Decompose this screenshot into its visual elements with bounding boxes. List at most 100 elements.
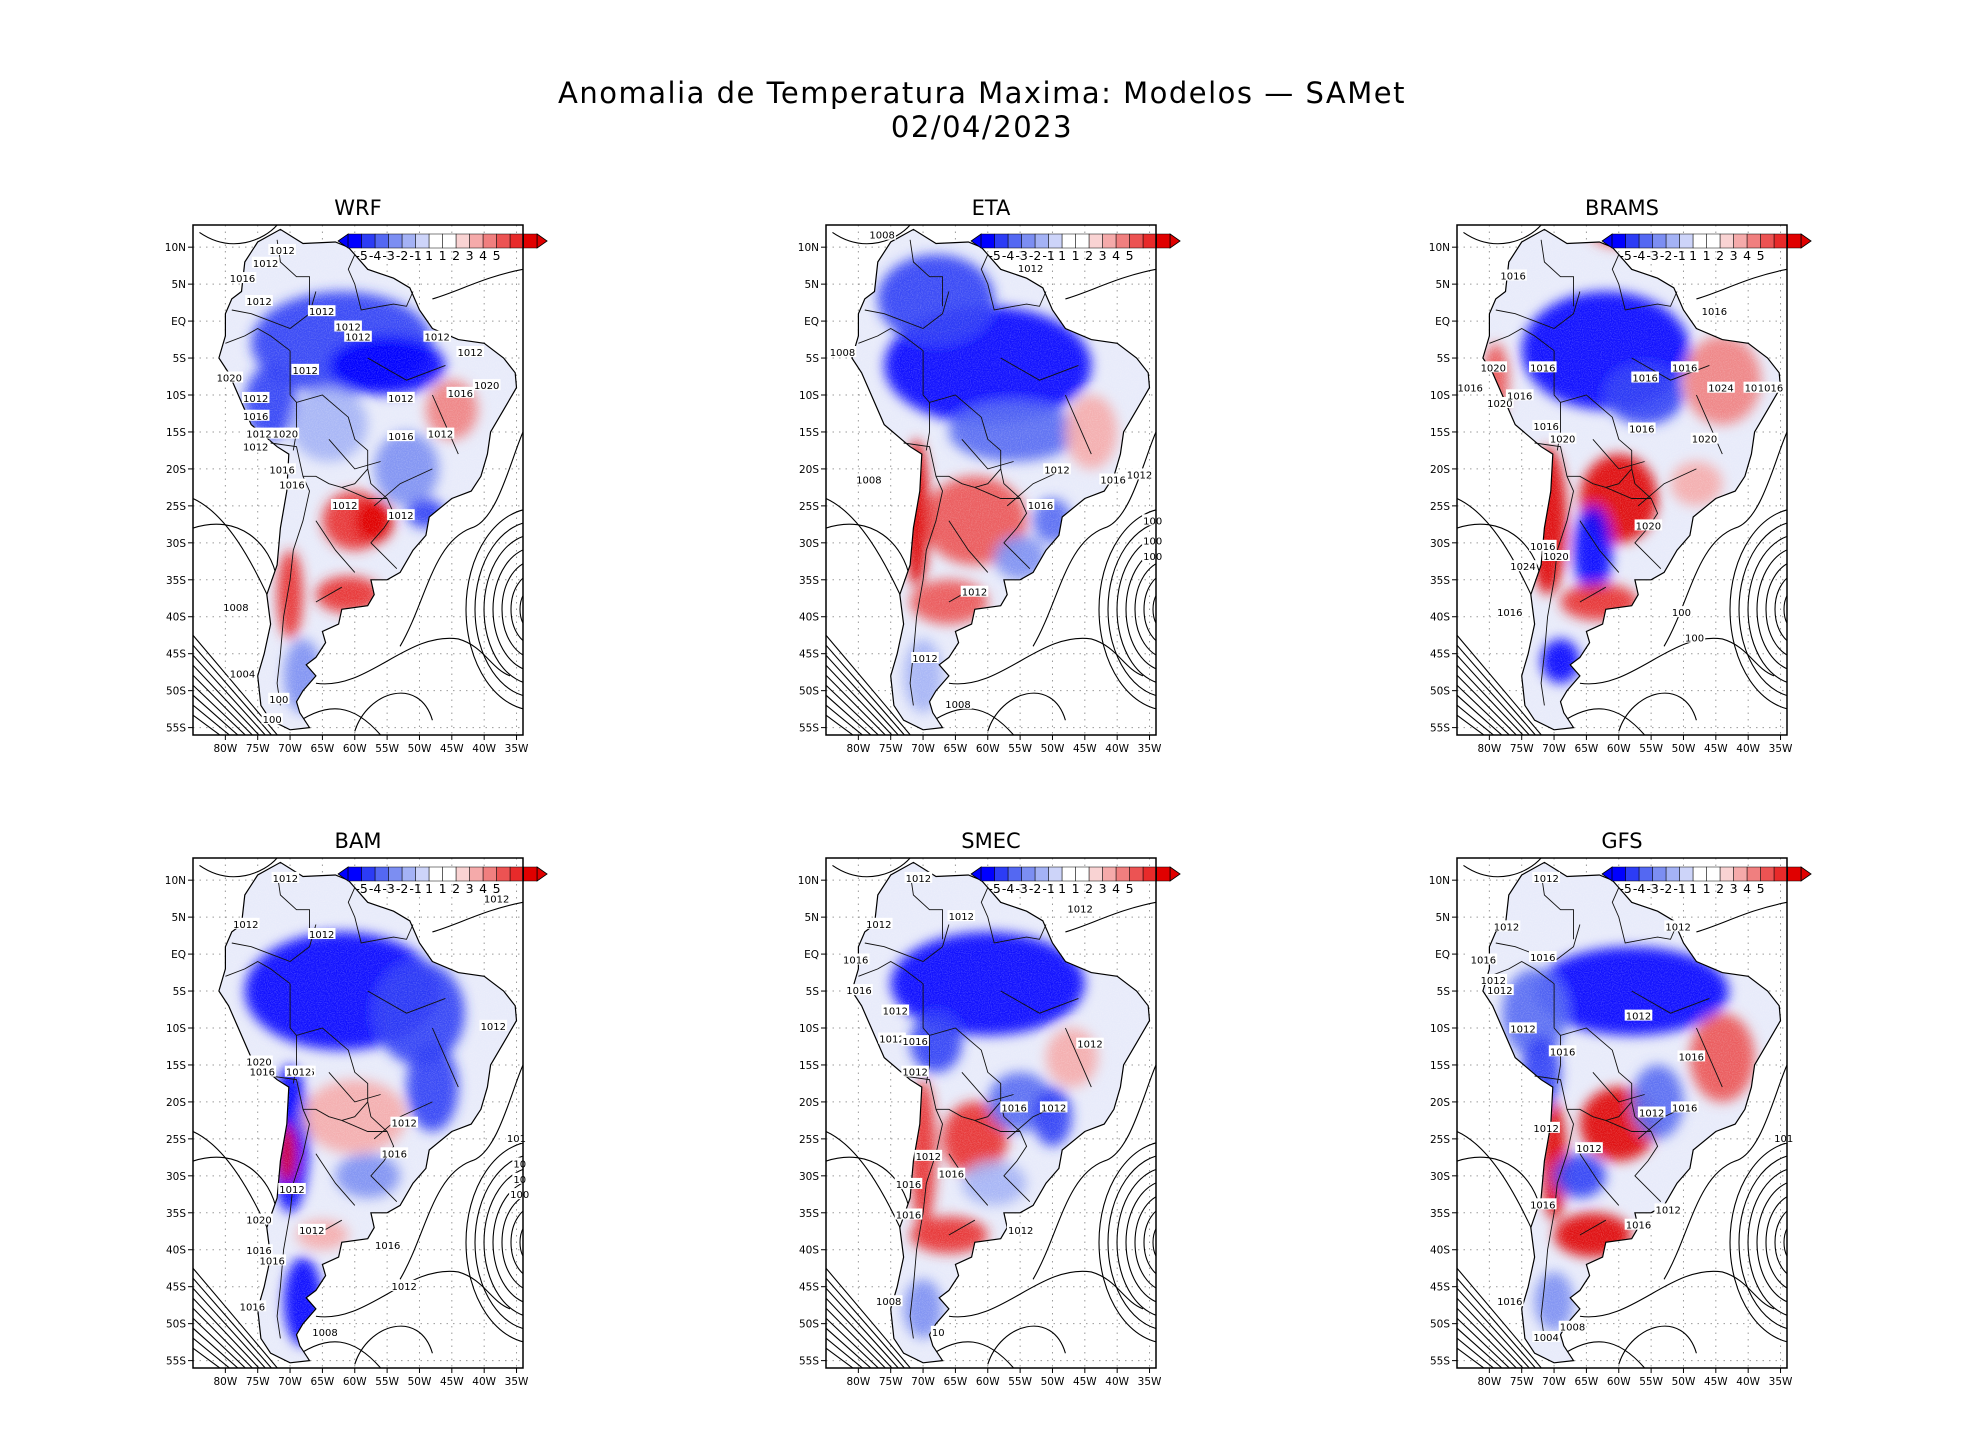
colorbar-label: 2 bbox=[1716, 248, 1724, 263]
colorbar-swatch bbox=[1746, 866, 1761, 882]
colorbar-swatch bbox=[509, 233, 524, 249]
svg-text:1012: 1012 bbox=[388, 511, 413, 522]
lon-tick-label: 45W bbox=[1073, 743, 1097, 755]
svg-text:1012: 1012 bbox=[916, 1152, 941, 1163]
svg-text:10: 10 bbox=[932, 1328, 945, 1339]
isobar-label: 1020 bbox=[245, 1213, 273, 1227]
isobar-label: 1020 bbox=[215, 371, 244, 385]
lat-tick-label: 30S bbox=[799, 538, 819, 550]
isobar-label: 1012 bbox=[960, 585, 989, 599]
map-frame bbox=[192, 857, 524, 1369]
lon-tick-label: 75W bbox=[1510, 1376, 1534, 1388]
map-panel-brams: 1016101610201016101610161016102410201016… bbox=[1429, 224, 1812, 755]
svg-text:1012: 1012 bbox=[912, 654, 937, 665]
lat-tick-label: 25S bbox=[166, 1134, 186, 1146]
colorbar-swatch bbox=[1142, 866, 1157, 882]
svg-text:1008: 1008 bbox=[223, 603, 248, 614]
colorbar-label: -4 bbox=[1002, 881, 1015, 896]
lon-tick-label: 60W bbox=[343, 1376, 367, 1388]
isobar-label: 1012 bbox=[307, 928, 336, 941]
svg-text:1016: 1016 bbox=[1672, 363, 1697, 374]
isobar-label: 1012 bbox=[1492, 920, 1521, 933]
colorbar-swatch bbox=[469, 866, 484, 882]
colorbar-label: 1 bbox=[1703, 248, 1711, 263]
lat-tick-label: 5N bbox=[171, 912, 186, 924]
lon-tick-label: 80W bbox=[846, 1376, 870, 1388]
svg-text:1012: 1012 bbox=[345, 333, 370, 344]
colorbar-swatch bbox=[1706, 233, 1721, 249]
lon-tick-label: 40W bbox=[1105, 743, 1129, 755]
isobar-label: 1008 bbox=[222, 601, 250, 614]
svg-text:1016: 1016 bbox=[269, 465, 294, 476]
colorbar-swatch bbox=[482, 233, 497, 249]
lat-tick-label: 15S bbox=[1430, 427, 1450, 439]
svg-text:1012: 1012 bbox=[1077, 1040, 1102, 1051]
isobar-label: 100 bbox=[1142, 550, 1164, 563]
lon-tick-label: 35W bbox=[1769, 743, 1793, 755]
colorbar-swatch bbox=[1773, 866, 1788, 882]
svg-text:1016: 1016 bbox=[279, 481, 304, 492]
colorbar-label: 2 bbox=[452, 248, 460, 263]
isobar-labels: 1012101210121012101610161012101210161012… bbox=[841, 871, 1104, 1339]
svg-text:1012: 1012 bbox=[286, 1068, 311, 1079]
isobar-label: 10 bbox=[930, 1325, 946, 1339]
colorbar-label: 1 bbox=[1689, 881, 1697, 896]
lat-tick-label: 55S bbox=[1430, 723, 1450, 735]
isobar-label: 1012 bbox=[1654, 1203, 1682, 1216]
svg-text:1016: 1016 bbox=[1679, 1052, 1704, 1063]
colorbar-label: 1 bbox=[439, 881, 447, 896]
lat-tick-label: 35S bbox=[166, 1208, 186, 1220]
lon-tick-label: 75W bbox=[879, 743, 903, 755]
lat-tick-label: 5N bbox=[804, 912, 819, 924]
svg-text:1016: 1016 bbox=[896, 1180, 921, 1191]
svg-text:1012: 1012 bbox=[1127, 470, 1152, 481]
isobar-label: 1016 bbox=[245, 1244, 273, 1257]
colorbar-label: 1 bbox=[1072, 248, 1080, 263]
lat-tick-label: 20S bbox=[799, 464, 819, 476]
colorbar-arrow-high bbox=[536, 233, 548, 249]
isobar-label: 1012 bbox=[1624, 1009, 1653, 1023]
isobar-label: 1012 bbox=[1043, 463, 1071, 476]
svg-text:1020: 1020 bbox=[1692, 435, 1717, 446]
panel-title-smec: SMEC bbox=[961, 829, 1021, 853]
colorbar-label: -1 bbox=[409, 881, 421, 896]
isobar-label: 1016 bbox=[248, 1065, 277, 1079]
lat-tick-label: EQ bbox=[171, 949, 186, 961]
lat-tick-label: 50S bbox=[166, 686, 186, 698]
svg-text:100: 100 bbox=[269, 695, 288, 706]
lat-tick-label: 25S bbox=[1430, 1134, 1450, 1146]
isobar-label: 1012 bbox=[1637, 1106, 1666, 1120]
isobar-label: 1016 bbox=[446, 386, 475, 400]
lat-tick-label: 35S bbox=[799, 575, 819, 587]
lon-tick-label: 70W bbox=[911, 743, 935, 755]
lat-tick-label: 15S bbox=[1430, 1060, 1450, 1072]
isobar-label: 1008 bbox=[1558, 1320, 1587, 1334]
colorbar-label: -5 bbox=[988, 248, 1000, 263]
axes: 10N 5N EQ 5S 10S 15S 20S 25S 30S 35S 40S 45S 50S 55S 8… bbox=[798, 875, 1162, 1388]
colorbar-arrow-high bbox=[1800, 233, 1812, 249]
colorbar-label: 5 bbox=[1757, 248, 1765, 263]
isobar-label: 1012 bbox=[1479, 973, 1508, 987]
colorbar-swatch bbox=[1115, 866, 1130, 882]
colorbar-swatch bbox=[1692, 866, 1707, 882]
lon-tick-label: 70W bbox=[278, 743, 302, 755]
isobar-label: 1016 bbox=[894, 1208, 923, 1222]
svg-text:1016: 1016 bbox=[1702, 307, 1727, 318]
svg-text:1012: 1012 bbox=[1067, 905, 1092, 916]
isobar-label: 1012 bbox=[387, 391, 415, 405]
svg-text:1016: 1016 bbox=[240, 1302, 265, 1313]
colorbar-label: -3 bbox=[382, 881, 394, 896]
isobar-label: 1012 bbox=[426, 427, 455, 441]
svg-text:1016: 1016 bbox=[382, 1149, 407, 1160]
lon-tick-label: 65W bbox=[944, 1376, 968, 1388]
lat-tick-label: 25S bbox=[799, 501, 819, 513]
isobar-label: 1008 bbox=[868, 228, 896, 242]
svg-text:1012: 1012 bbox=[243, 442, 268, 453]
colorbar: -5 -4 -3 -2 -1 1 1 2 3 4 5 bbox=[337, 866, 548, 896]
lon-tick-label: 55W bbox=[375, 1376, 399, 1388]
isobar-label: 1016 bbox=[1026, 499, 1055, 512]
lat-tick-label: 10S bbox=[799, 390, 819, 402]
svg-text:1012: 1012 bbox=[428, 430, 453, 441]
isobar-label: 1016 bbox=[1496, 606, 1524, 619]
isobar-label: 1016 bbox=[1700, 305, 1729, 318]
